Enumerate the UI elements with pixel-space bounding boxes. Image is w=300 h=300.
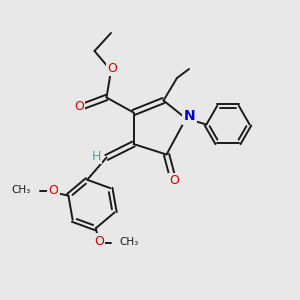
Text: H: H	[91, 149, 101, 163]
Text: CH₃: CH₃	[120, 237, 139, 247]
Text: O: O	[169, 174, 179, 187]
Text: O: O	[48, 184, 58, 197]
Text: O: O	[107, 61, 117, 75]
Text: O: O	[74, 100, 84, 113]
Text: CH₃: CH₃	[12, 184, 31, 195]
Text: O: O	[94, 235, 104, 248]
Text: N: N	[184, 110, 195, 123]
